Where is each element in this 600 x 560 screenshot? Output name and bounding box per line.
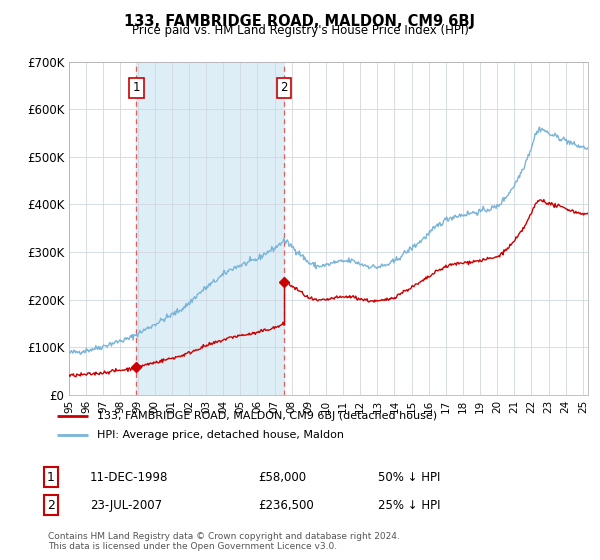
- Text: 133, FAMBRIDGE ROAD, MALDON, CM9 6BJ (detached house): 133, FAMBRIDGE ROAD, MALDON, CM9 6BJ (de…: [97, 411, 437, 421]
- Text: 133, FAMBRIDGE ROAD, MALDON, CM9 6BJ: 133, FAMBRIDGE ROAD, MALDON, CM9 6BJ: [125, 14, 476, 29]
- Text: 11-DEC-1998: 11-DEC-1998: [90, 470, 169, 484]
- Text: 2: 2: [47, 498, 55, 512]
- Text: 2: 2: [280, 81, 288, 94]
- Bar: [136, 62, 284, 395]
- Text: £236,500: £236,500: [258, 498, 314, 512]
- Text: 23-JUL-2007: 23-JUL-2007: [90, 498, 162, 512]
- Text: 50% ↓ HPI: 50% ↓ HPI: [378, 470, 440, 484]
- Text: 25% ↓ HPI: 25% ↓ HPI: [378, 498, 440, 512]
- Text: 1: 1: [133, 81, 140, 94]
- Text: 1: 1: [47, 470, 55, 484]
- Text: Price paid vs. HM Land Registry's House Price Index (HPI): Price paid vs. HM Land Registry's House …: [131, 24, 469, 37]
- Text: £58,000: £58,000: [258, 470, 306, 484]
- Text: HPI: Average price, detached house, Maldon: HPI: Average price, detached house, Mald…: [97, 430, 344, 440]
- Text: Contains HM Land Registry data © Crown copyright and database right 2024.
This d: Contains HM Land Registry data © Crown c…: [48, 532, 400, 552]
